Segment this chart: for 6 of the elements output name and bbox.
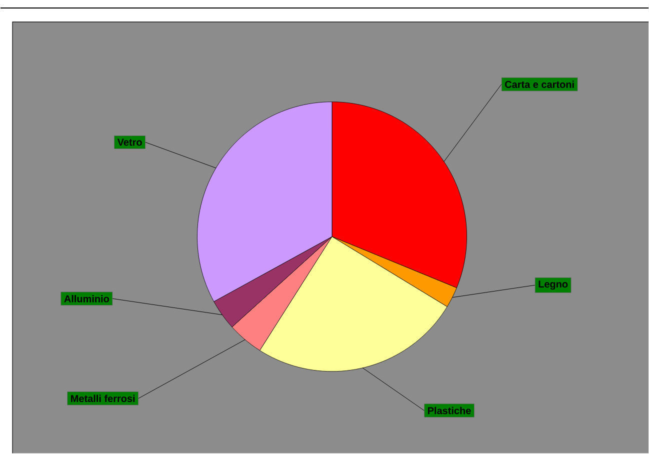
slice-label: Legno (538, 280, 568, 290)
slice-label: Metalli ferrosi (71, 394, 135, 402)
slice-label: Plastiche (428, 407, 471, 414)
slice-label: Vetro (117, 138, 142, 146)
slice-label: Carta e cartoni (505, 80, 574, 88)
slice-label: Alluminio (64, 295, 110, 302)
